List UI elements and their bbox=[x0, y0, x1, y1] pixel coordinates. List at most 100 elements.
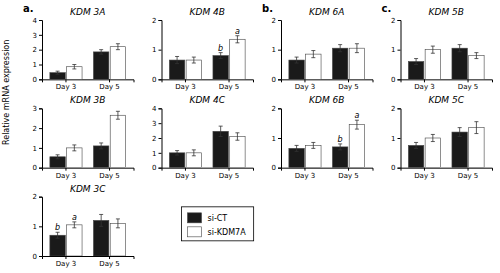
panel: 012Day 3Day 5baKDM 4B bbox=[152, 7, 253, 91]
error-cap bbox=[99, 148, 103, 149]
tick-mark bbox=[39, 65, 42, 66]
tick-mark bbox=[65, 168, 66, 171]
title: KDM 3B bbox=[70, 95, 105, 105]
error-cap bbox=[175, 63, 179, 64]
section-label: b. bbox=[262, 3, 273, 14]
tick-mark bbox=[468, 168, 469, 171]
tick-label: Day 3 bbox=[295, 172, 316, 180]
error-cap bbox=[355, 43, 359, 44]
error-line bbox=[296, 57, 297, 63]
title: KDM 5B bbox=[429, 7, 464, 17]
axis-line bbox=[39, 197, 43, 256]
bar bbox=[349, 48, 364, 79]
tick-label: Day 5 bbox=[338, 83, 359, 91]
tick-mark bbox=[278, 20, 281, 21]
error-cap bbox=[355, 52, 359, 53]
axis-line bbox=[162, 168, 254, 171]
error-cap bbox=[338, 51, 342, 52]
bar bbox=[67, 225, 82, 256]
error-bar bbox=[116, 219, 120, 228]
tick-label: 4 bbox=[33, 17, 38, 25]
error-cap bbox=[56, 158, 60, 159]
plot-area bbox=[408, 45, 484, 80]
tick-mark bbox=[109, 168, 110, 171]
tick-mark bbox=[278, 50, 281, 51]
tick-mark bbox=[39, 256, 42, 257]
y-axis: 012 bbox=[33, 193, 43, 260]
error-bar bbox=[72, 65, 76, 69]
error-bar bbox=[235, 36, 239, 43]
error-cap bbox=[175, 150, 179, 151]
tick: 2 bbox=[391, 105, 400, 113]
tick-label: 3 bbox=[152, 120, 156, 128]
tick: 1 bbox=[152, 150, 161, 158]
tick-label: 1 bbox=[33, 145, 37, 153]
bar bbox=[349, 125, 364, 168]
panel: 012Day 3Day 5baKDM 6B bbox=[272, 95, 373, 179]
tick: Day 3 bbox=[56, 79, 77, 91]
tick: Day 5 bbox=[219, 79, 240, 91]
tick: 2 bbox=[152, 17, 161, 25]
error-cap bbox=[235, 132, 239, 133]
error-line bbox=[101, 143, 102, 149]
x-axis: Day 3Day 5 bbox=[282, 79, 374, 91]
x-axis: Day 3Day 5 bbox=[162, 168, 254, 180]
bar bbox=[110, 47, 125, 80]
tick-mark bbox=[278, 168, 281, 169]
error-line bbox=[220, 126, 221, 136]
tick-label: 0 bbox=[152, 76, 156, 84]
tick-mark bbox=[39, 108, 42, 109]
tick: 1 bbox=[33, 223, 42, 231]
error-cap bbox=[474, 121, 478, 122]
axis-line bbox=[39, 21, 43, 80]
plot-area bbox=[289, 120, 365, 167]
tick: Day 5 bbox=[99, 79, 120, 91]
bar bbox=[425, 138, 440, 168]
tick-mark bbox=[39, 79, 42, 80]
tick-mark bbox=[278, 108, 281, 109]
panel: 012Day 3Day 5KDM 5B bbox=[391, 7, 492, 91]
letter: b bbox=[55, 223, 60, 232]
error-bar bbox=[219, 53, 223, 59]
tick: 3 bbox=[33, 32, 42, 40]
figure: 01234Day 3Day 5KDM 3A012Day 3Day 5baKDM … bbox=[0, 0, 500, 273]
tick-mark bbox=[159, 50, 162, 51]
axis-line bbox=[282, 80, 374, 83]
plot-area bbox=[50, 111, 126, 167]
y-axis: 012 bbox=[391, 105, 401, 172]
error-line bbox=[432, 46, 433, 53]
tick: 3 bbox=[152, 120, 161, 128]
error-bar bbox=[235, 133, 239, 140]
tick-label: Day 5 bbox=[99, 83, 120, 91]
error-cap bbox=[338, 149, 342, 150]
bar bbox=[169, 153, 184, 168]
error-line bbox=[432, 134, 433, 141]
tick-label: Day 5 bbox=[458, 172, 479, 180]
error-line bbox=[193, 150, 194, 156]
error-cap bbox=[219, 58, 223, 59]
error-cap bbox=[311, 148, 315, 149]
y-axis: 012 bbox=[152, 17, 162, 84]
tick: Day 5 bbox=[338, 79, 359, 91]
tick: 1 bbox=[391, 46, 400, 54]
tick-label: 0 bbox=[33, 253, 37, 261]
error-bar bbox=[458, 128, 462, 137]
title: KDM 3A bbox=[70, 7, 105, 17]
tick-label: 1 bbox=[33, 61, 37, 69]
section-label: a. bbox=[23, 3, 34, 14]
error-cap bbox=[56, 154, 60, 155]
tick-mark bbox=[398, 50, 401, 51]
panel: 0123Day 3Day 5KDM 3B bbox=[33, 95, 134, 179]
tick: 0 bbox=[33, 253, 42, 261]
tick: 2 bbox=[391, 17, 400, 25]
legend-swatch bbox=[188, 227, 202, 237]
error-bar bbox=[431, 134, 435, 141]
error-cap bbox=[235, 140, 239, 141]
tick: 2 bbox=[33, 125, 42, 133]
error-line bbox=[177, 56, 178, 63]
tick-label: 0 bbox=[272, 76, 276, 84]
legend-label: si-CT bbox=[208, 214, 228, 223]
tick-label: 2 bbox=[391, 17, 395, 25]
bar bbox=[425, 50, 440, 80]
tick-label: 1 bbox=[33, 223, 37, 231]
